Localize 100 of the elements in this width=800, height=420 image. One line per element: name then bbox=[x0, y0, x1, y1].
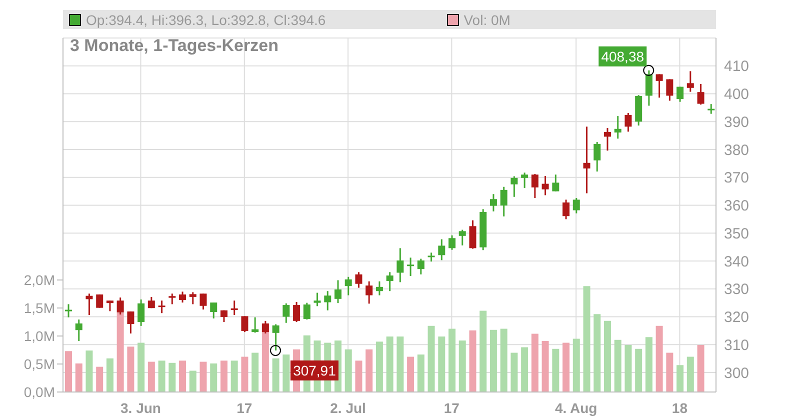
bar bbox=[252, 352, 259, 392]
candlestick bbox=[572, 197, 580, 214]
bar bbox=[396, 336, 404, 392]
annotation: 307,91 bbox=[293, 362, 336, 378]
y-tick-label: 300 bbox=[724, 364, 750, 382]
candlestick bbox=[65, 303, 72, 318]
bar bbox=[645, 337, 652, 392]
bar bbox=[282, 354, 290, 392]
candlestick bbox=[666, 78, 674, 102]
candlestick bbox=[490, 193, 497, 212]
candlestick bbox=[138, 298, 145, 327]
candlestick bbox=[179, 290, 186, 304]
bar bbox=[594, 314, 601, 392]
bar bbox=[241, 356, 248, 392]
y-tick-label: 370 bbox=[724, 170, 750, 187]
bar bbox=[510, 352, 518, 392]
candlestick bbox=[594, 141, 601, 172]
bar bbox=[656, 326, 663, 392]
candlestick bbox=[366, 280, 373, 304]
bar bbox=[552, 348, 560, 392]
y-tick-label: 410 bbox=[724, 58, 750, 76]
y-tick-label: 310 bbox=[724, 336, 750, 354]
bar bbox=[480, 310, 487, 392]
x-tick-label: 18 bbox=[672, 400, 688, 416]
bar bbox=[355, 360, 362, 392]
candlestick bbox=[624, 112, 632, 132]
bar bbox=[624, 344, 632, 392]
candlestick bbox=[469, 220, 476, 250]
bar bbox=[686, 356, 694, 392]
y-tick-label: 400 bbox=[724, 86, 750, 104]
y2-tick-label: 0,5M bbox=[24, 356, 55, 372]
bar bbox=[220, 360, 228, 392]
bar bbox=[179, 360, 186, 392]
candlestick bbox=[645, 70, 652, 106]
bar bbox=[168, 362, 176, 392]
x-tick-label: 17 bbox=[236, 400, 252, 416]
candlestick bbox=[116, 296, 124, 316]
candlestick bbox=[396, 247, 404, 283]
x-tick-label: 3. Jun bbox=[120, 400, 161, 416]
bar bbox=[666, 352, 674, 392]
bar bbox=[531, 334, 538, 392]
y-tick-label: 330 bbox=[724, 281, 750, 298]
candlestick bbox=[407, 256, 414, 277]
candlestick bbox=[562, 198, 570, 220]
candlestick bbox=[438, 238, 446, 261]
bar bbox=[376, 342, 383, 392]
legend-label: Op:394.4, Hi:396.3, Lo:392.8, Cl:394.6 bbox=[86, 12, 326, 28]
bar bbox=[635, 348, 642, 392]
bar bbox=[407, 356, 414, 392]
bar bbox=[417, 354, 424, 392]
candlestick bbox=[168, 292, 176, 305]
bar bbox=[604, 320, 611, 392]
bar bbox=[148, 362, 155, 392]
candlestick bbox=[458, 229, 466, 246]
chart-title: 3 Monate, 1-Tages-Kerzen bbox=[70, 36, 278, 56]
bar bbox=[106, 358, 114, 392]
candlestick bbox=[334, 279, 342, 304]
bar bbox=[676, 365, 684, 392]
y-tick-label: 360 bbox=[724, 198, 750, 215]
candlestick bbox=[552, 174, 560, 192]
bar bbox=[158, 360, 166, 392]
bar bbox=[210, 363, 218, 392]
x-tick-label: 17 bbox=[444, 400, 460, 416]
bar bbox=[344, 349, 352, 392]
y-tick-label: 340 bbox=[724, 253, 750, 270]
candlestick bbox=[262, 320, 269, 334]
candlestick bbox=[314, 292, 321, 307]
candlestick bbox=[200, 292, 207, 310]
candlestick bbox=[210, 302, 218, 320]
bar bbox=[75, 363, 82, 392]
bar bbox=[366, 349, 373, 392]
bar bbox=[521, 347, 528, 392]
candlestick bbox=[708, 103, 715, 115]
y2-tick-label: 1,0M bbox=[24, 328, 55, 344]
candlestick bbox=[500, 186, 508, 218]
candlestick bbox=[252, 316, 259, 334]
candlestick bbox=[614, 115, 622, 140]
candlestick bbox=[386, 271, 394, 292]
bar bbox=[469, 330, 476, 392]
legend-label: Vol: 0M bbox=[464, 12, 510, 28]
candlestick bbox=[676, 86, 684, 103]
bar bbox=[572, 338, 580, 392]
candlestick bbox=[303, 302, 310, 320]
bar bbox=[458, 340, 466, 392]
candlestick bbox=[106, 300, 114, 312]
bar bbox=[438, 336, 446, 392]
candlestick bbox=[697, 83, 704, 106]
bar bbox=[583, 286, 590, 392]
candlestick bbox=[282, 302, 290, 324]
candlestick bbox=[344, 276, 352, 296]
bar bbox=[562, 342, 570, 392]
candlestick bbox=[324, 290, 332, 312]
bar bbox=[448, 328, 456, 392]
x-tick-label: 2. Jul bbox=[330, 400, 366, 416]
candlestick bbox=[355, 271, 362, 288]
y2-tick-label: 0,0M bbox=[24, 384, 55, 400]
bar bbox=[490, 330, 497, 392]
candlestick bbox=[521, 172, 528, 189]
bar bbox=[697, 344, 704, 392]
bar bbox=[428, 326, 435, 392]
